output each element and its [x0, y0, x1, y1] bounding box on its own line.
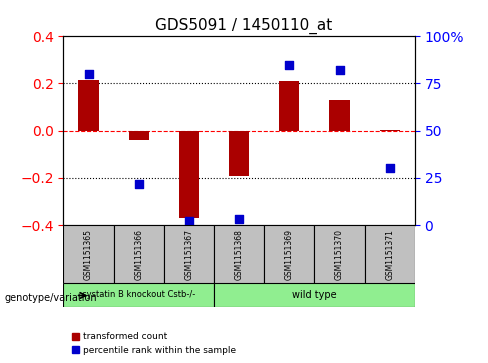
FancyBboxPatch shape	[63, 283, 214, 307]
Text: GSM1151368: GSM1151368	[235, 229, 244, 280]
Bar	[279, 81, 299, 131]
Text: GSM1151371: GSM1151371	[385, 229, 394, 280]
Bar	[229, 131, 249, 176]
Point	[135, 181, 142, 187]
Bar	[79, 80, 99, 131]
FancyBboxPatch shape	[214, 283, 415, 307]
Bar	[329, 100, 349, 131]
Legend: transformed count, percentile rank within the sample: transformed count, percentile rank withi…	[68, 329, 240, 359]
Text: genotype/variation: genotype/variation	[5, 293, 98, 303]
Text: GSM1151367: GSM1151367	[184, 229, 193, 280]
Text: GSM1151365: GSM1151365	[84, 229, 93, 280]
FancyBboxPatch shape	[214, 225, 264, 283]
Text: cystatin B knockout Cstb-/-: cystatin B knockout Cstb-/-	[82, 290, 195, 299]
FancyBboxPatch shape	[114, 225, 164, 283]
Point	[285, 62, 293, 68]
FancyBboxPatch shape	[63, 225, 114, 283]
Point	[235, 216, 243, 222]
Bar	[179, 131, 199, 218]
Text: GDS5091 / 1450110_at: GDS5091 / 1450110_at	[155, 18, 333, 34]
FancyBboxPatch shape	[314, 225, 365, 283]
Point	[386, 166, 394, 171]
Point	[336, 68, 344, 73]
FancyBboxPatch shape	[365, 225, 415, 283]
Text: GSM1151370: GSM1151370	[335, 229, 344, 280]
Bar	[129, 131, 149, 140]
Bar	[380, 130, 400, 131]
Text: GSM1151369: GSM1151369	[285, 229, 294, 280]
Text: wild type: wild type	[292, 290, 337, 300]
Point	[84, 71, 92, 77]
Text: GSM1151366: GSM1151366	[134, 229, 143, 280]
FancyBboxPatch shape	[264, 225, 314, 283]
Point	[185, 219, 193, 224]
FancyBboxPatch shape	[164, 225, 214, 283]
